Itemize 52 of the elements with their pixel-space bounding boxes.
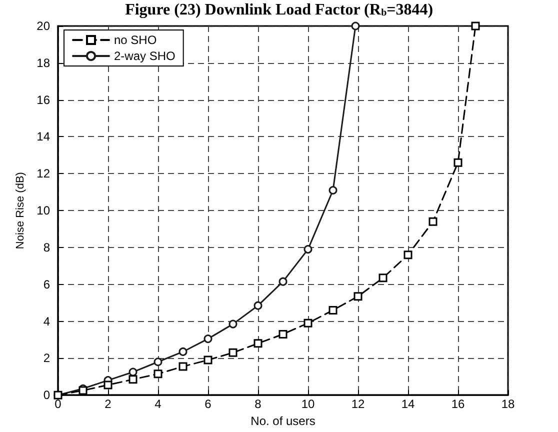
y-axis-title: Noise Rise (dB)	[14, 172, 26, 250]
y-tick-label: 6	[43, 277, 50, 292]
point	[178, 347, 188, 356]
x-tick-label: 14	[401, 397, 415, 412]
point	[154, 358, 162, 366]
y-tick-label: 10	[36, 204, 50, 218]
x-tick-label: 0	[54, 397, 62, 412]
x-axis-title: No. of users	[250, 414, 316, 428]
y-tick-label: 2	[43, 351, 50, 366]
point	[328, 186, 338, 194]
y-tick-label: 0	[43, 388, 50, 402]
point	[304, 245, 312, 254]
point	[154, 370, 162, 378]
point	[278, 277, 288, 286]
x-tick-label: 2	[104, 397, 112, 412]
point	[378, 274, 388, 282]
point	[351, 22, 360, 30]
point	[278, 330, 288, 338]
y-tick-label: 18	[36, 56, 50, 70]
y-tick-label: 20	[36, 19, 50, 33]
x-tick-label: 16	[451, 397, 465, 412]
point	[354, 292, 362, 301]
point	[128, 368, 138, 376]
x-tick-label: 12	[351, 397, 365, 412]
legend-label: no SHO	[114, 33, 157, 47]
point	[454, 158, 462, 167]
legend-label: 2-way SHO	[114, 49, 176, 63]
point	[104, 380, 112, 390]
point	[428, 217, 438, 226]
y-tick-label: 8	[43, 240, 50, 254]
x-tick-label: 6	[204, 397, 212, 412]
point	[254, 339, 262, 348]
point	[328, 306, 338, 314]
x-tick-label: 4	[154, 397, 162, 412]
chart-title: Figure (23) Downlink Load Factor (Rb=3844)	[125, 2, 434, 18]
x-tick-label: 8	[254, 397, 262, 412]
point	[404, 250, 412, 260]
point	[254, 301, 262, 310]
point	[471, 22, 480, 30]
point	[304, 318, 312, 328]
y-tick-label: 4	[43, 314, 50, 328]
y-tick-label: 12	[36, 166, 50, 181]
x-tick-label: 10	[301, 397, 315, 412]
point	[204, 356, 212, 364]
point	[204, 334, 212, 344]
x-tick-label: 18	[501, 397, 515, 412]
point	[128, 375, 138, 384]
point	[228, 348, 238, 357]
y-tick-label: 14	[36, 130, 50, 144]
point	[228, 320, 238, 328]
y-tick-label: 16	[36, 92, 50, 107]
point	[178, 362, 188, 371]
